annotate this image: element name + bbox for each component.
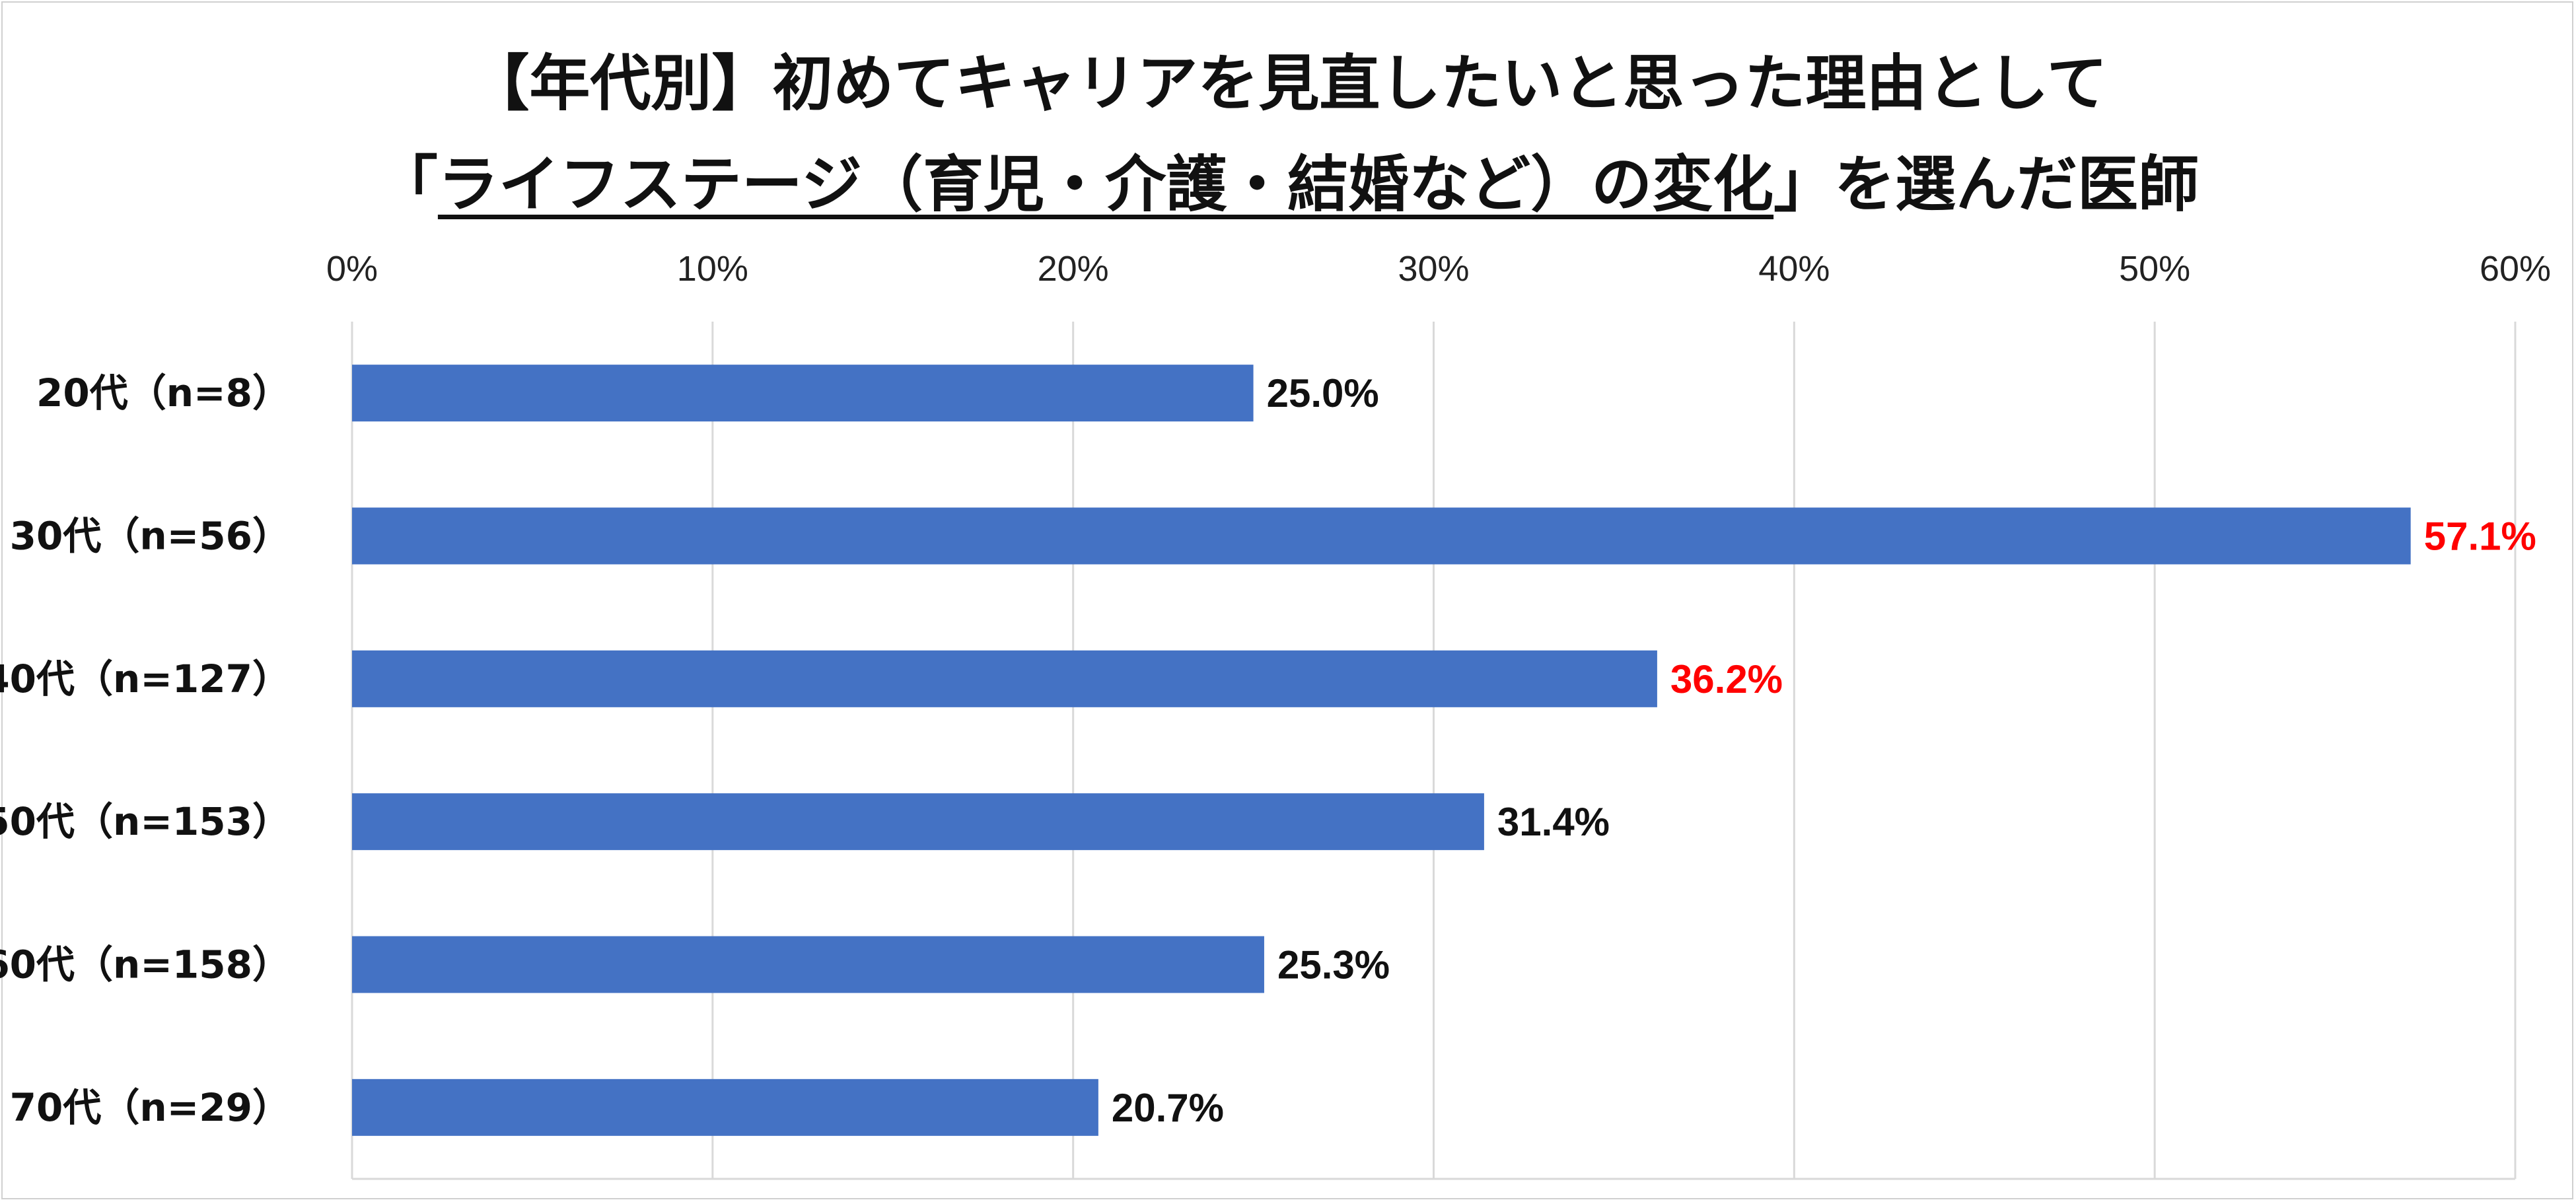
category-label: 40代（n=127） <box>0 656 291 701</box>
data-label: 25.0% <box>1267 371 1379 415</box>
data-label: 31.4% <box>1497 800 1610 844</box>
category-label: 70代（n=29） <box>10 1085 291 1130</box>
grid-layer <box>351 322 2517 1180</box>
category-label: 20代（n=8） <box>36 371 291 415</box>
category-label: 60代（n=158） <box>0 942 291 987</box>
x-tick-labels: 0% 10% 20% 30% 40% 50% 60% <box>326 249 2551 289</box>
x-tick-label: 50% <box>2119 249 2190 289</box>
bar <box>352 1078 1098 1136</box>
bar <box>352 936 1264 993</box>
title-close-bracket-suffix: 」を選んだ医師 <box>1773 149 2200 220</box>
x-tick-label: 40% <box>1758 249 1830 289</box>
bar <box>352 793 1484 851</box>
x-tick-label: 0% <box>326 249 378 289</box>
x-tick-label: 20% <box>1038 249 1109 289</box>
x-tick-label: 60% <box>2480 249 2551 289</box>
title-open-bracket: 「 <box>376 149 438 220</box>
x-tick-label: 30% <box>1398 249 1469 289</box>
data-label: 57.1% <box>2424 514 2536 559</box>
bar <box>352 365 1254 422</box>
value-labels: 25.0% 57.1% 36.2% 31.4% 25.3% 20.7% <box>1112 371 2536 1130</box>
title-underlined-text: ライフステージ（育児・介護・結婚など）の変化 <box>437 149 1774 220</box>
category-labels: 20代（n=8） 30代（n=56） 40代（n=127） 50代（n=153） 60代… <box>0 371 291 1130</box>
category-label: 30代（n=56） <box>10 514 291 559</box>
data-label: 25.3% <box>1277 943 1390 987</box>
data-label: 36.2% <box>1670 657 1783 701</box>
bar <box>352 507 2411 565</box>
chart-title-line-2: 「ライフステージ（育児・介護・結婚など）の変化」を選んだ医師 <box>0 135 2576 223</box>
bars <box>352 365 2411 1136</box>
category-label: 50代（n=153） <box>0 799 291 844</box>
chart-title-line-1: 【年代別】初めてキャリアを見直したいと思った理由として <box>468 48 2108 119</box>
x-tick-label: 10% <box>677 249 748 289</box>
bar <box>352 650 1657 707</box>
data-label: 20.7% <box>1112 1086 1224 1130</box>
